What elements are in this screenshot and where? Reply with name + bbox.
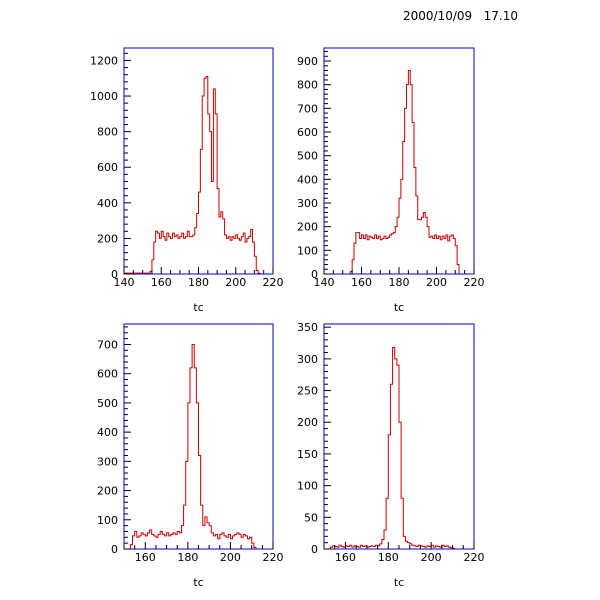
x-tick-label: 140 xyxy=(314,276,335,289)
x-tick-label: 200 xyxy=(225,276,246,289)
x-tick-label: 160 xyxy=(135,551,156,564)
histogram-series xyxy=(123,75,273,275)
x-tick-label: 200 xyxy=(220,551,241,564)
y-tick-label: 50 xyxy=(304,511,318,524)
x-tick-label: 160 xyxy=(151,276,172,289)
y-tick-label: 350 xyxy=(297,321,318,334)
y-tick-label: 600 xyxy=(97,368,118,381)
y-tick-label: 500 xyxy=(297,150,318,163)
histogram-panel-3: 160 180 200 220 0 100 200 300 400 500 600 700 tc xyxy=(97,323,284,589)
plot-frame xyxy=(323,323,475,550)
x-tick-label: 140 xyxy=(114,276,135,289)
y-tick-label: 0 xyxy=(111,543,118,556)
x-tick-label: 220 xyxy=(263,276,284,289)
y-tick-label: 300 xyxy=(97,455,118,468)
x-tick-label: 220 xyxy=(464,276,485,289)
histogram-panel-1: 140 160 180 200 220 0 200 400 600 800 1000 1200 tc xyxy=(90,47,284,314)
x-tick-label: 180 xyxy=(188,276,209,289)
y-tick-label: 700 xyxy=(297,102,318,115)
x-tick-label: 180 xyxy=(177,551,198,564)
y-tick-label: 1200 xyxy=(90,54,118,67)
y-tick-label: 200 xyxy=(97,232,118,245)
y-tick-label: 250 xyxy=(297,385,318,398)
y-tick-label: 400 xyxy=(97,426,118,439)
y-tick-label: 600 xyxy=(297,126,318,139)
y-tick-label: 800 xyxy=(297,79,318,92)
y-tick-label: 0 xyxy=(111,268,118,281)
y-tick-label: 500 xyxy=(97,397,118,410)
histogram-panel-2: 140 160 180 200 220 0 100 200 300 400 500 600 700 800… xyxy=(297,47,485,314)
y-tick-label: 0 xyxy=(311,268,318,281)
timestamp: 2000/10/09 17.10 xyxy=(403,9,518,23)
x-axis-label: tc xyxy=(193,301,203,314)
y-tick-label: 150 xyxy=(297,448,318,461)
histogram-panel-4: 160 180 200 220 0 50 100 150 200 250 300 350 tc xyxy=(297,321,485,589)
y-tick-label: 100 xyxy=(97,514,118,527)
y-tick-label: 200 xyxy=(297,416,318,429)
plot-frame xyxy=(123,47,274,275)
x-tick-label: 220 xyxy=(263,551,284,564)
y-tick-label: 200 xyxy=(297,221,318,234)
x-tick-label: 180 xyxy=(389,276,410,289)
x-tick-label: 200 xyxy=(421,551,442,564)
histogram-series xyxy=(324,69,474,275)
y-tick-label: 900 xyxy=(297,55,318,68)
y-tick-label: 700 xyxy=(97,338,118,351)
histogram-series xyxy=(324,346,474,550)
x-axis-label: tc xyxy=(394,301,404,314)
x-tick-label: 180 xyxy=(378,551,399,564)
y-tick-label: 0 xyxy=(311,543,318,556)
y-tick-label: 300 xyxy=(297,353,318,366)
x-tick-label: 160 xyxy=(335,551,356,564)
y-tick-label: 100 xyxy=(297,244,318,257)
y-tick-label: 1000 xyxy=(90,90,118,103)
x-tick-label: 220 xyxy=(464,551,485,564)
x-tick-label: 200 xyxy=(426,276,447,289)
plot-frame xyxy=(323,47,475,275)
x-axis-label: tc xyxy=(394,576,404,589)
y-tick-label: 600 xyxy=(97,161,118,174)
histogram-series xyxy=(124,343,273,550)
y-tick-label: 800 xyxy=(97,126,118,139)
y-tick-label: 100 xyxy=(297,480,318,493)
x-axis-label: tc xyxy=(193,576,203,589)
y-tick-label: 200 xyxy=(97,485,118,498)
y-tick-label: 400 xyxy=(297,173,318,186)
x-tick-label: 160 xyxy=(351,276,372,289)
y-tick-label: 300 xyxy=(297,197,318,210)
y-tick-label: 400 xyxy=(97,197,118,210)
